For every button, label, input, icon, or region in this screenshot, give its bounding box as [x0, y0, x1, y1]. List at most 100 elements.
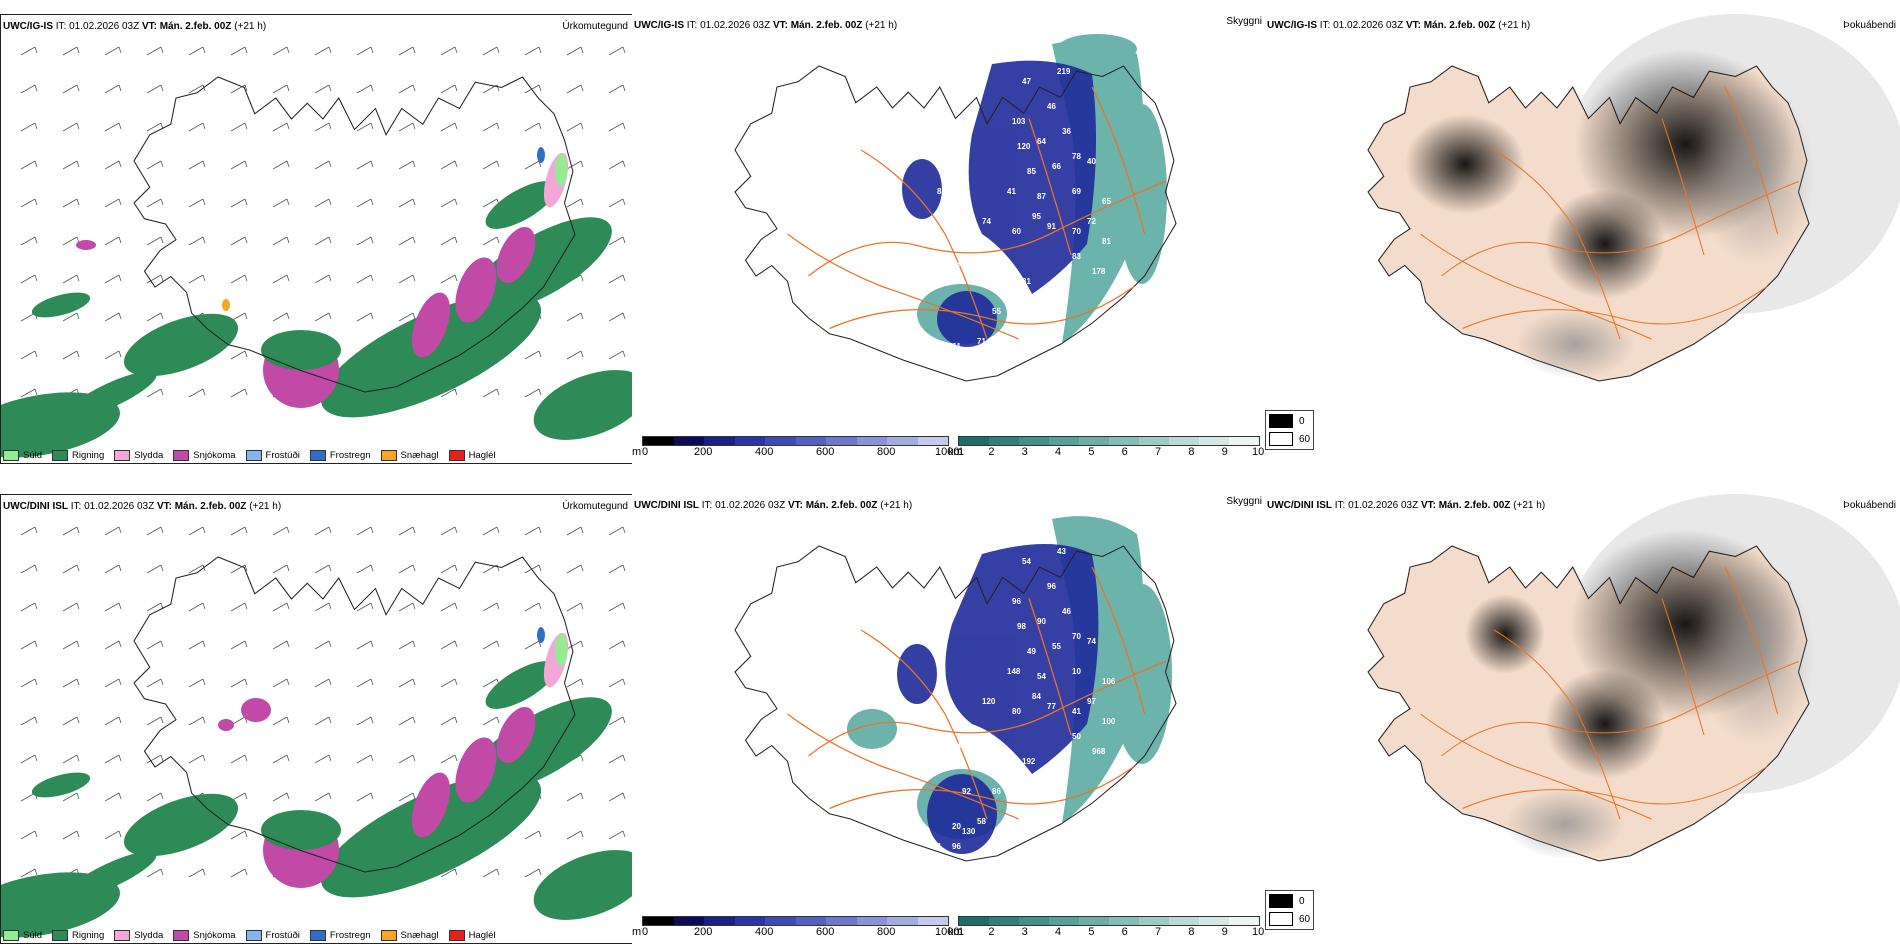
cbar-tick: 1 [958, 446, 965, 458]
legend-item: Snjókoma [173, 930, 236, 941]
ceiling-value: 65 [1102, 197, 1111, 206]
ceiling-value: 98 [1017, 622, 1026, 631]
cbar-tick: 6 [1121, 446, 1128, 458]
cbar-tick: 3 [1021, 926, 1028, 938]
legend-label: Rigning [72, 450, 105, 461]
ceiling-value: 44 [932, 842, 941, 851]
precip-legend: Súld Rigning Slydda Snjókoma Frostúði Frostre… [3, 450, 496, 461]
ceiling-value: 95 [1032, 212, 1041, 221]
panel-header: UWC/IG-IS IT: 01.02.2026 03Z VT: Mán. 2.… [3, 21, 267, 32]
ceiling-value: 70 [1072, 227, 1081, 236]
ceiling-value: 103 [1012, 117, 1026, 126]
cbar-tick: 10 [1252, 926, 1265, 938]
fog-legend: 0 60 [1265, 890, 1315, 930]
ceiling-value: 86 [992, 787, 1001, 796]
cbar-tick: 1000 [935, 446, 960, 458]
legend-item: Haglél [448, 450, 496, 461]
blue-cloud [902, 60, 1096, 347]
legend-swatch [3, 450, 19, 461]
cbar-tick: 800 [877, 446, 896, 458]
precip-panel-row2: UWC/DINI ISL IT: 01.02.2026 03Z VT: Mán.… [0, 494, 633, 944]
ceiling-value: 34 [962, 347, 971, 356]
legend-item: Slydda [114, 450, 163, 461]
ceiling-value: 72 [1087, 217, 1096, 226]
panel-title: Skyggni [1226, 16, 1262, 27]
ceiling-value: 61 [952, 342, 961, 351]
ceiling-value: 46 [1047, 102, 1056, 111]
iceland-outline [133, 556, 576, 873]
ceiling-value: 80 [1012, 707, 1021, 716]
ceiling-value: 31 [1022, 277, 1031, 286]
legend-swatch [448, 930, 465, 941]
precip-map [1, 526, 632, 938]
legend-item: Frostúði [245, 450, 300, 461]
cbar-tick: 400 [755, 446, 774, 458]
ceiling-value: 10 [1072, 667, 1081, 676]
ceiling-value: 81 [1102, 237, 1111, 246]
panel-header: UWC/DINI ISL IT: 01.02.2026 03Z VT: Mán.… [1267, 500, 1546, 511]
legend-item: Snæhagl [380, 930, 439, 941]
cbar-tick: 1 [958, 926, 965, 938]
cbar-tick: 200 [694, 446, 713, 458]
legend-label: Frostregn [329, 450, 371, 461]
ceiling-value: 90 [1037, 617, 1046, 626]
roads [1420, 86, 1799, 340]
ceiling-numbers: 97 47 219 103 46 36 120 64 78 85 66 40 41 87 69 65 82 95 7… [932, 52, 1111, 391]
legend-swatch [173, 450, 190, 461]
ceiling-value: 84 [1032, 692, 1041, 701]
ceiling-value: 71 [977, 337, 986, 346]
legend-item: Rigning [52, 930, 104, 941]
blue-cloud [897, 544, 1099, 854]
iceland-outline [734, 65, 1177, 382]
legend-swatch [52, 450, 69, 461]
legend-item: Súld [3, 450, 42, 461]
ceiling-value: 66 [1052, 162, 1061, 171]
precip-legend: Súld Rigning Slydda Snjókoma Frostúði Frostre… [3, 930, 496, 941]
legend-item: Frostúði [245, 930, 300, 941]
ceiling-value: 48 [1007, 807, 1016, 816]
legend-label: Súld [23, 450, 43, 461]
ceiling-value: 120 [1017, 142, 1031, 151]
roads [787, 566, 1166, 820]
legend-label: Frostúði [265, 930, 300, 941]
legend-item: Slydda [114, 930, 163, 941]
cbar-m-unit: m [632, 446, 642, 458]
ceiling-panel-row1: UWC/IG-IS IT: 01.02.2026 03Z VT: Mán. 2.… [632, 14, 1264, 464]
ceiling-panel-row2: UWC/DINI ISL IT: 01.02.2026 03Z VT: Mán.… [632, 494, 1264, 944]
ceiling-value: 76 [937, 667, 946, 676]
iceland-outline [133, 76, 576, 393]
ceiling-value: 50 [1072, 732, 1081, 741]
panel-header: UWC/IG-IS IT: 01.02.2026 03Z VT: Mán. 2.… [634, 20, 898, 31]
roads [787, 86, 1166, 340]
panel-title: Þokuábendi [1843, 20, 1896, 31]
legend-label: Slydda [134, 930, 164, 941]
cbar-km-unit: km [948, 446, 963, 458]
legend-swatch [380, 930, 397, 941]
legend-label: Haglél [468, 930, 496, 941]
cbar-tick: 9 [1221, 446, 1228, 458]
ceiling-value: 178 [1092, 267, 1106, 276]
ceiling-value: 85 [1027, 167, 1036, 176]
ceiling-value: 56 [932, 877, 941, 886]
precip-shapes [1, 627, 632, 938]
panel-title: Þokuábendi [1843, 500, 1896, 511]
cbar-tick: 400 [755, 926, 774, 938]
cbar-tick: 5 [1088, 446, 1095, 458]
cbar-tick: 3 [1021, 446, 1028, 458]
ceiling-value: 148 [1007, 667, 1021, 676]
panel-header: UWC/IG-IS IT: 01.02.2026 03Z VT: Mán. 2.… [1267, 20, 1531, 31]
legend-item: Haglél [448, 930, 496, 941]
legend-label: Súld [23, 930, 43, 941]
ceiling-value: 82 [937, 187, 946, 196]
legend-label: Haglél [468, 450, 496, 461]
legend-label: Slydda [134, 450, 164, 461]
cbar-tick: 8 [1188, 926, 1195, 938]
ceiling-value: 67 [932, 362, 941, 371]
legend-label: Snjókoma [193, 930, 236, 941]
ceiling-value: 120 [982, 697, 996, 706]
ceiling-map: 97 47 219 103 46 36 120 64 78 85 66 40 41 87 69 65 82 95 7… [734, 34, 1177, 391]
ceiling-value: 74 [982, 217, 991, 226]
fog-legend: 0 60 [1265, 410, 1315, 450]
ceiling-value: 192 [1022, 757, 1036, 766]
cbar-tick: 600 [816, 446, 835, 458]
